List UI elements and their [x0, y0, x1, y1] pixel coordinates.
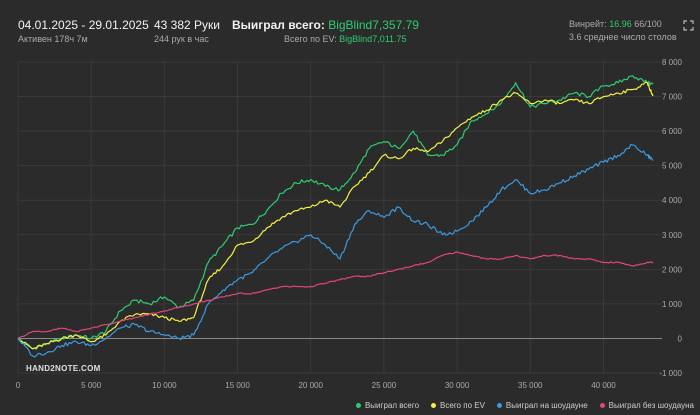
x-tick-label: 20 000 — [298, 381, 323, 390]
x-tick-label: 25 000 — [372, 381, 397, 390]
x-tick-label: 0 — [16, 381, 21, 390]
series-line-total — [17, 75, 654, 350]
ev-label: Всего по EV: — [284, 34, 337, 44]
date-range: 04.01.2025 - 29.01.2025 — [18, 18, 149, 32]
x-tick-label: 40 000 — [591, 381, 616, 390]
legend-item-nonshowdown[interactable]: Выиграл без шоудауна — [599, 401, 694, 410]
series-line-ev — [17, 81, 654, 350]
legend-label: Выиграл на шоудауне — [505, 401, 588, 410]
hand2note-logo: HAND2NOTE.COM — [26, 364, 101, 373]
hands-count: 43 382 Руки — [154, 18, 220, 32]
legend-dot — [431, 403, 437, 408]
expand-icon[interactable] — [683, 18, 694, 31]
winrate-label: Винрейт: — [569, 19, 607, 29]
legend-dot — [599, 403, 605, 408]
legend-label: Всего по EV — [440, 401, 485, 410]
y-tick-label: 3 000 — [662, 231, 683, 240]
y-tick-label: 2 000 — [662, 265, 683, 274]
legend-item-total[interactable]: Выиграл всего — [355, 401, 420, 410]
x-tick-label: 15 000 — [225, 381, 250, 390]
ev-value: BigBlind7,011.75 — [339, 34, 407, 44]
series-line-showdown — [17, 143, 654, 358]
y-tick-label: -1 000 — [659, 369, 682, 378]
y-tick-label: 5 000 — [662, 162, 683, 171]
legend-item-ev[interactable]: Всего по EV — [431, 401, 485, 410]
legend-label: Выиграл без шоудауна — [608, 401, 694, 410]
won-label: Выиграл всего: — [232, 18, 325, 32]
winrate: Винрейт: 16.96 66/100 — [569, 19, 662, 29]
y-tick-label: 4 000 — [662, 196, 683, 205]
hands-rate: 244 рук в час — [154, 34, 209, 44]
avg-tables: 3.6 среднее число столов — [569, 32, 677, 42]
stats-header: 04.01.2025 - 29.01.2025 Активен 178ч 7м … — [0, 0, 700, 52]
y-tick-label: 6 000 — [662, 127, 683, 136]
y-tick-label: 7 000 — [662, 93, 683, 102]
y-tick-label: 0 — [678, 334, 683, 343]
won-total: Выиграл всего: BigBlind7,357.79 — [232, 18, 419, 32]
legend-dot — [355, 403, 361, 408]
x-tick-label: 10 000 — [152, 381, 177, 390]
winnings-graph: 0 5 000 10 000 15 000 20 000 25 000 30 000 35 0… — [16, 58, 683, 390]
y-tick-label: 1 000 — [662, 300, 683, 309]
legend-label: Выиграл всего — [364, 401, 420, 410]
legend-item-showdown[interactable]: Выиграл на шоудауне — [496, 401, 588, 410]
winrate-value: 16.96 — [609, 19, 632, 29]
winrate-suffix: 66/100 — [634, 19, 662, 29]
x-tick-label: 35 000 — [518, 381, 543, 390]
legend-dot — [496, 403, 502, 408]
x-tick-label: 5 000 — [81, 381, 102, 390]
chart-legend: Выиграл всего Всего по EV Выиграл на шоуда… — [355, 401, 694, 410]
won-value: BigBlind7,357.79 — [328, 18, 419, 32]
y-tick-label: 8 000 — [662, 58, 683, 67]
series-line-nonshowdown — [17, 251, 654, 339]
ev-total: Всего по EV: BigBlind7,011.75 — [284, 34, 407, 44]
active-time: Активен 178ч 7м — [18, 34, 88, 44]
x-tick-label: 30 000 — [445, 381, 470, 390]
